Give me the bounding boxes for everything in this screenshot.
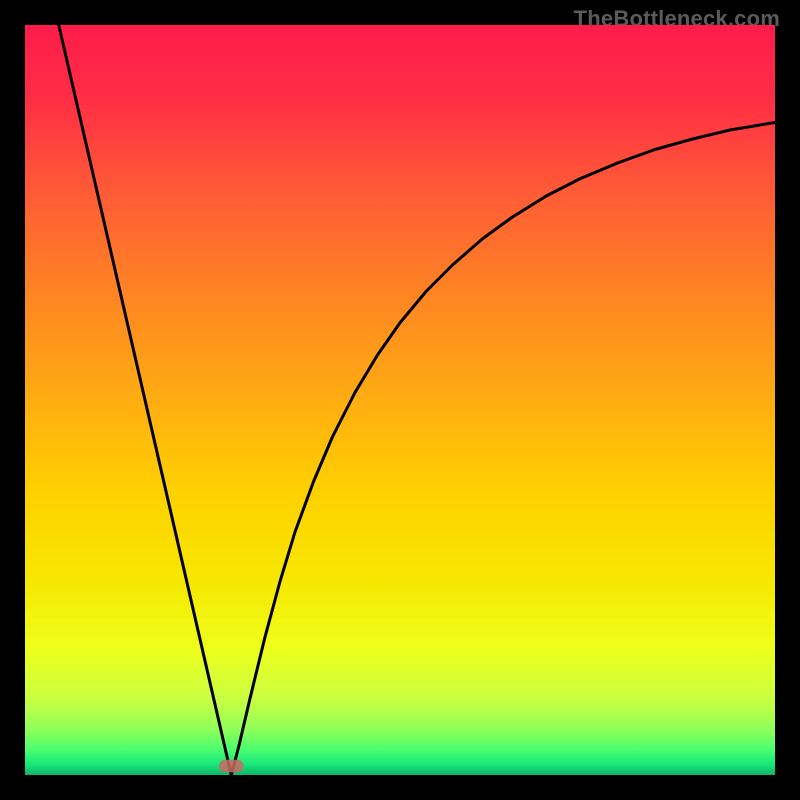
plot-area: [25, 25, 775, 775]
chart-frame: TheBottleneck.com: [0, 0, 800, 800]
vertex-marker: [219, 760, 244, 773]
chart-background: [25, 25, 775, 775]
chart-svg: [25, 25, 775, 775]
